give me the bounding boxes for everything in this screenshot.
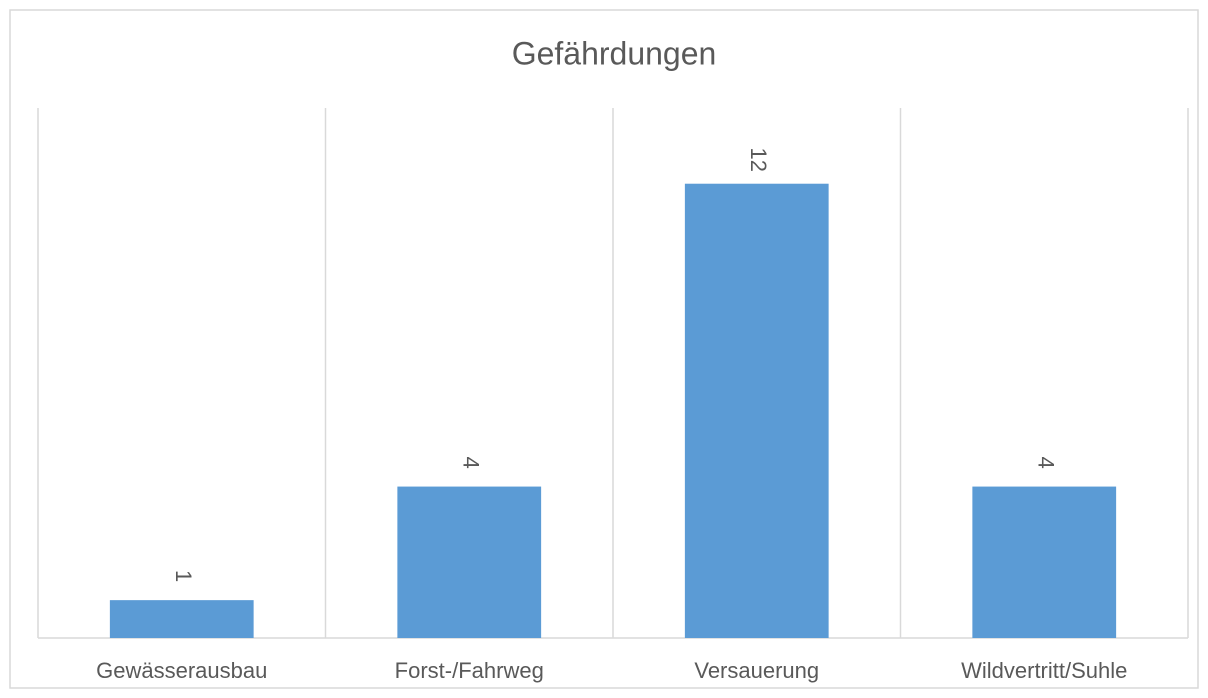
data-label: 12: [746, 147, 771, 171]
bar: [684, 183, 829, 638]
x-tick-label: Gewässerausbau: [96, 658, 267, 683]
x-tick-label: Forst-/Fahrweg: [395, 658, 544, 683]
bar: [972, 486, 1117, 638]
bar: [109, 600, 254, 638]
x-tick-label: Wildvertritt/Suhle: [961, 658, 1127, 683]
data-label: 4: [1033, 456, 1058, 468]
bar: [397, 486, 542, 638]
data-label: 4: [458, 456, 483, 468]
x-tick-label: Versauerung: [694, 658, 819, 683]
chart-title: Gefährdungen: [512, 35, 717, 71]
data-label: 1: [171, 570, 196, 582]
